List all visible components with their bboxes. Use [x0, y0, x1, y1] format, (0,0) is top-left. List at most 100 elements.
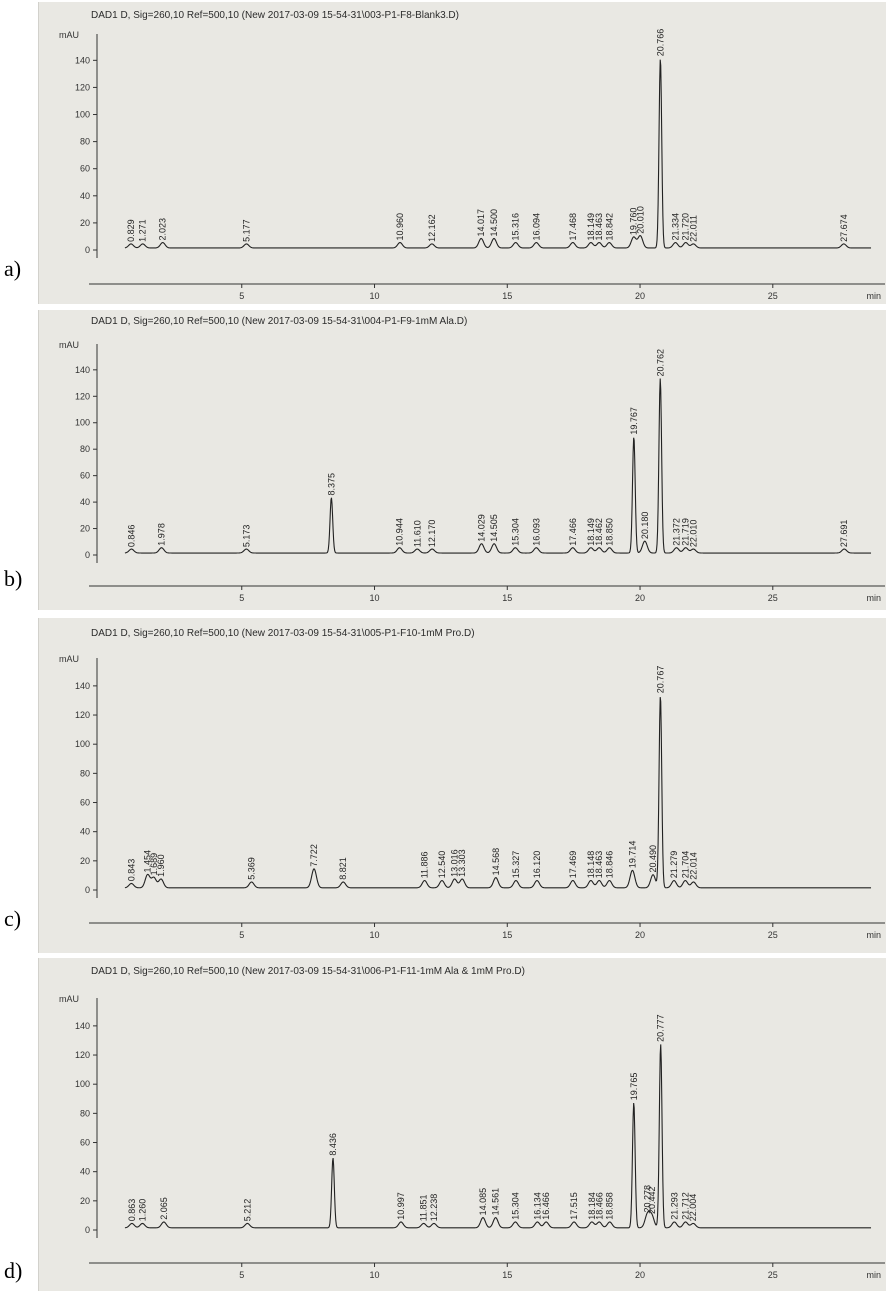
- y-tick-label: 20: [80, 1196, 90, 1206]
- peak-label: 18.850: [605, 518, 615, 546]
- chromatogram-trace: [124, 697, 872, 889]
- peak-label: 8.821: [338, 857, 348, 880]
- peak-label: 15.316: [511, 213, 521, 241]
- y-axis-label: mAU: [59, 654, 79, 664]
- peak-label: 13.303: [457, 849, 467, 877]
- x-tick-label: 20: [635, 291, 645, 301]
- peak-label: 21.372: [672, 518, 682, 546]
- peak-label: 18.846: [604, 851, 614, 879]
- y-tick-label: 60: [80, 798, 90, 808]
- chart-title: DAD1 D, Sig=260,10 Ref=500,10 (New 2017-…: [91, 10, 459, 21]
- peak-label: 15.304: [510, 518, 520, 546]
- y-tick-label: 20: [80, 524, 90, 534]
- y-tick-label: 40: [80, 191, 90, 201]
- peak-label: 18.462: [594, 518, 604, 546]
- chart-title: DAD1 D, Sig=260,10 Ref=500,10 (New 2017-…: [91, 316, 467, 327]
- peak-label: 12.170: [427, 520, 437, 548]
- chart-photo: DAD1 D, Sig=260,10 Ref=500,10 (New 2017-…: [38, 958, 886, 1291]
- y-tick-label: 60: [80, 164, 90, 174]
- y-tick-label: 140: [75, 681, 90, 691]
- chromatogram-panel-c: DAD1 D, Sig=260,10 Ref=500,10 (New 2017-…: [0, 618, 886, 953]
- peak-label: 2.065: [159, 1197, 169, 1220]
- x-axis-label: min: [866, 291, 881, 301]
- x-tick-label: 25: [768, 593, 778, 603]
- x-tick-label: 10: [370, 593, 380, 603]
- peak-label: 20.777: [656, 1014, 666, 1042]
- chromatogram-trace: [124, 378, 872, 554]
- peak-label: 1.960: [156, 854, 166, 877]
- peak-label: 12.162: [427, 214, 437, 242]
- peak-label: 22.014: [689, 852, 699, 880]
- peak-label: 20.010: [635, 206, 645, 234]
- y-tick-label: 0: [85, 1225, 90, 1235]
- y-tick-label: 60: [80, 471, 90, 481]
- y-tick-label: 40: [80, 1167, 90, 1177]
- peak-label: 20.278: [642, 1185, 652, 1213]
- peak-label: 20.767: [655, 666, 665, 694]
- peak-label: 17.468: [568, 213, 578, 241]
- peak-label: 19.765: [629, 1073, 639, 1101]
- peak-label: 21.712: [681, 1192, 691, 1220]
- peak-label: 27.691: [839, 520, 849, 548]
- chromatogram-chart: DAD1 D, Sig=260,10 Ref=500,10 (New 2017-…: [59, 10, 885, 301]
- y-tick-label: 20: [80, 218, 90, 228]
- y-tick-label: 20: [80, 856, 90, 866]
- y-tick-label: 40: [80, 497, 90, 507]
- peak-label: 22.011: [688, 215, 698, 242]
- x-tick-label: 25: [768, 930, 778, 940]
- peak-label: 1.689: [149, 853, 159, 876]
- y-tick-label: 120: [75, 710, 90, 720]
- peak-label: 14.561: [491, 1188, 501, 1216]
- peak-label: 14.568: [491, 848, 501, 876]
- x-tick-label: 25: [768, 291, 778, 301]
- x-tick-label: 10: [370, 1270, 380, 1280]
- y-tick-label: 120: [75, 82, 90, 92]
- y-tick-label: 100: [75, 1079, 90, 1089]
- x-tick-label: 15: [502, 291, 512, 301]
- x-tick-label: 15: [502, 1270, 512, 1280]
- x-tick-label: 10: [370, 291, 380, 301]
- chromatogram-chart: DAD1 D, Sig=260,10 Ref=500,10 (New 2017-…: [59, 966, 885, 1280]
- peak-label: 18.842: [604, 213, 614, 241]
- chromatogram-panel-a: DAD1 D, Sig=260,10 Ref=500,10 (New 2017-…: [0, 2, 886, 304]
- peak-label: 8.375: [326, 473, 336, 496]
- chart-photo: DAD1 D, Sig=260,10 Ref=500,10 (New 2017-…: [38, 618, 886, 953]
- y-tick-label: 140: [75, 365, 90, 375]
- peak-label: 15.327: [511, 851, 521, 879]
- y-tick-label: 80: [80, 1108, 90, 1118]
- x-tick-label: 10: [370, 930, 380, 940]
- x-tick-label: 5: [239, 1270, 244, 1280]
- peak-label: 14.029: [477, 514, 487, 542]
- peak-label: 18.148: [586, 851, 596, 879]
- y-tick-label: 60: [80, 1138, 90, 1148]
- y-tick-label: 100: [75, 739, 90, 749]
- peak-label: 7.722: [309, 844, 319, 867]
- peak-label: 16.466: [541, 1192, 551, 1220]
- peak-label: 16.120: [532, 851, 542, 879]
- y-tick-label: 140: [75, 1021, 90, 1031]
- peak-label: 1.454: [143, 850, 153, 873]
- y-tick-label: 40: [80, 827, 90, 837]
- peak-label: 0.846: [127, 525, 137, 548]
- x-tick-label: 20: [635, 593, 645, 603]
- y-tick-label: 80: [80, 444, 90, 454]
- chromatogram-chart: DAD1 D, Sig=260,10 Ref=500,10 (New 2017-…: [59, 628, 885, 940]
- chart-photo: DAD1 D, Sig=260,10 Ref=500,10 (New 2017-…: [38, 2, 886, 304]
- peak-label: 14.500: [489, 209, 499, 237]
- peak-label: 21.293: [669, 1192, 679, 1220]
- y-axis-label: mAU: [59, 340, 79, 350]
- x-tick-label: 5: [239, 930, 244, 940]
- chromatogram-chart: DAD1 D, Sig=260,10 Ref=500,10 (New 2017-…: [59, 316, 885, 603]
- peak-label: 18.149: [586, 213, 596, 241]
- peak-label: 5.173: [241, 525, 251, 548]
- peak-label: 12.238: [429, 1194, 439, 1222]
- panel-label: c): [4, 906, 22, 931]
- peak-label: 5.212: [242, 1199, 252, 1222]
- peak-label: 10.997: [396, 1192, 406, 1220]
- peak-label: 14.505: [489, 514, 499, 542]
- x-axis-label: min: [866, 593, 881, 603]
- y-tick-label: 100: [75, 418, 90, 428]
- y-axis-label: mAU: [59, 30, 79, 40]
- peak-label: 21.719: [681, 518, 691, 546]
- chromatogram-trace: [124, 59, 872, 249]
